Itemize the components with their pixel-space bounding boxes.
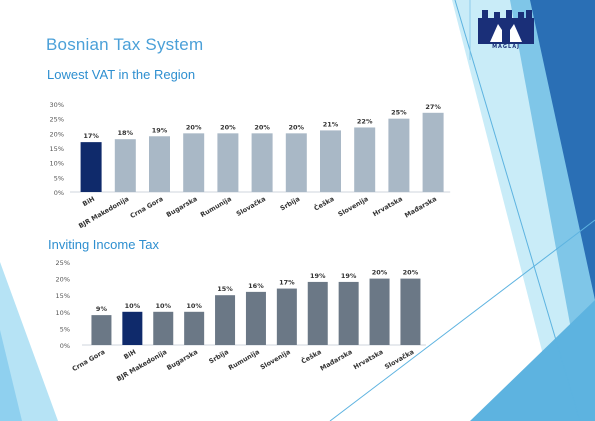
- right-panel-dark: [530, 0, 595, 300]
- data-label: 20%: [254, 123, 270, 131]
- y-tick-label: 20%: [56, 276, 70, 284]
- deco-line-1: [454, 0, 581, 421]
- bar: [183, 133, 205, 192]
- category-label: Rumunija: [227, 348, 261, 372]
- data-label: 20%: [372, 269, 388, 277]
- y-tick-label: 0%: [54, 189, 64, 197]
- y-tick-label: 15%: [50, 145, 64, 153]
- y-tick-label: 15%: [56, 292, 70, 300]
- bar: [91, 315, 112, 345]
- income-chart-title: Inviting Income Tax: [48, 237, 160, 252]
- bar: [149, 136, 170, 192]
- bar: [122, 311, 143, 345]
- bar: [369, 278, 390, 345]
- bar: [217, 133, 239, 192]
- data-label: 25%: [391, 109, 407, 117]
- data-label: 21%: [323, 120, 339, 128]
- category-label: Crna Gora: [71, 348, 107, 373]
- y-tick-label: 0%: [60, 342, 70, 350]
- data-label: 17%: [83, 132, 99, 140]
- data-label: 9%: [96, 305, 108, 313]
- data-label: 19%: [152, 126, 168, 134]
- bar: [114, 139, 136, 192]
- data-label: 20%: [220, 123, 236, 131]
- bar: [80, 142, 102, 192]
- bar: [307, 281, 328, 345]
- category-label: Češka: [299, 347, 322, 366]
- category-label: BiH: [122, 348, 137, 361]
- deco-line-2: [329, 219, 595, 421]
- data-label: 22%: [357, 117, 373, 125]
- data-label: 15%: [217, 285, 233, 293]
- vat-chart-title: Lowest VAT in the Region: [47, 67, 196, 82]
- bar: [215, 295, 236, 345]
- bar: [320, 130, 341, 192]
- bar: [400, 278, 421, 345]
- data-label: 17%: [279, 279, 295, 287]
- bar: [276, 288, 297, 345]
- category-label: Hrvatska: [352, 348, 385, 371]
- y-tick-label: 30%: [50, 101, 64, 109]
- data-label: 27%: [425, 103, 441, 111]
- data-label: 10%: [125, 302, 141, 310]
- bottom-left-panel: [0, 262, 58, 421]
- y-tick-label: 5%: [60, 325, 70, 333]
- data-label: 19%: [341, 272, 357, 280]
- data-label: 10%: [186, 302, 202, 310]
- data-label: 20%: [186, 123, 202, 131]
- slide-title: Bosnian Tax System: [46, 35, 204, 54]
- category-label: Bugarska: [165, 348, 199, 372]
- data-label: 20%: [403, 269, 419, 277]
- y-tick-label: 5%: [54, 174, 64, 182]
- data-label: 19%: [310, 272, 326, 280]
- income-tax-bar-chart: 0%5%10%15%20%25%9%Crna Gora10%BiH10%BJR …: [56, 259, 426, 383]
- bar: [388, 118, 410, 192]
- category-label: Srbija: [208, 348, 231, 366]
- bottom-left-panel-2: [0, 330, 22, 421]
- municipality-logo-icon: [478, 10, 534, 44]
- bar: [354, 127, 376, 192]
- bar: [422, 112, 444, 192]
- category-label: Mađarska: [319, 348, 354, 373]
- data-label: 16%: [248, 282, 264, 290]
- category-label: Slovačka: [383, 348, 415, 371]
- bar: [338, 281, 359, 345]
- bar: [184, 311, 205, 345]
- y-tick-label: 10%: [50, 160, 64, 168]
- y-tick-label: 25%: [56, 259, 70, 267]
- category-label: Slovenija: [259, 348, 292, 372]
- data-label: 10%: [155, 302, 171, 310]
- y-tick-label: 20%: [50, 130, 64, 138]
- bar: [285, 133, 307, 192]
- y-tick-label: 10%: [56, 309, 70, 317]
- logo-text: MAGLAJ: [492, 44, 520, 50]
- y-tick-label: 25%: [50, 116, 64, 124]
- data-label: 18%: [118, 129, 134, 137]
- bar: [153, 311, 174, 345]
- right-panel-bottom: [470, 300, 595, 421]
- bar: [245, 291, 266, 345]
- data-label: 20%: [289, 123, 305, 131]
- bar: [251, 133, 273, 192]
